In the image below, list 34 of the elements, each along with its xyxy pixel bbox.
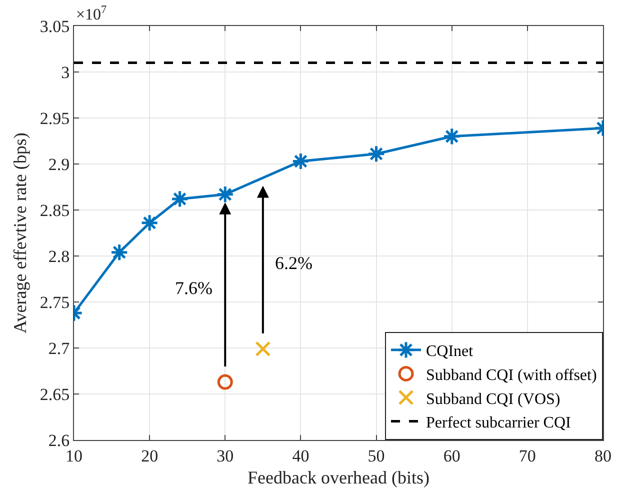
y-tick-label: 2.65 bbox=[40, 384, 70, 404]
x-tick-label: 20 bbox=[141, 446, 158, 466]
text: ×10$^{7}$ bbox=[76, 4, 108, 24]
point bbox=[217, 374, 233, 390]
annotation: 6.2% bbox=[275, 253, 312, 273]
point bbox=[216, 185, 234, 204]
y-tick-label: 2.9 bbox=[48, 154, 70, 174]
x-axis-title: Feedback overhead (bits) bbox=[248, 468, 430, 488]
x-tick-label: 70 bbox=[518, 446, 536, 466]
y-tick-label: 3.05 bbox=[40, 16, 70, 36]
y-tick-label: 2.85 bbox=[40, 200, 70, 220]
x-tick-label: 60 bbox=[443, 446, 460, 466]
point bbox=[110, 243, 128, 262]
point bbox=[255, 341, 271, 357]
y-tick-label: 2.95 bbox=[40, 108, 70, 128]
annotation: 7.6% bbox=[175, 278, 212, 298]
legend-label: Subband CQI (VOS) bbox=[426, 390, 560, 408]
x-tick-label: 80 bbox=[594, 446, 612, 466]
legend-label: Subband CQI (with offset) bbox=[426, 366, 597, 384]
point bbox=[442, 127, 461, 146]
legend-label: CQInet bbox=[426, 343, 474, 360]
y-tick-label: 2.7 bbox=[48, 338, 70, 358]
y-tick-label: 3 bbox=[61, 62, 70, 82]
point bbox=[367, 144, 386, 163]
legend-label: Perfect subcarrier CQI bbox=[426, 414, 571, 432]
point bbox=[170, 190, 189, 208]
x-tick-label: 30 bbox=[216, 446, 234, 466]
y-axis-title: Average effevtive rate (bps) bbox=[10, 132, 30, 334]
point bbox=[140, 214, 159, 232]
x-tick-label: 40 bbox=[292, 446, 310, 466]
x-tick-label: 50 bbox=[368, 446, 385, 466]
point bbox=[292, 152, 310, 170]
y-tick-label: 2.75 bbox=[40, 292, 70, 312]
y-tick-label: 2.8 bbox=[48, 246, 70, 266]
